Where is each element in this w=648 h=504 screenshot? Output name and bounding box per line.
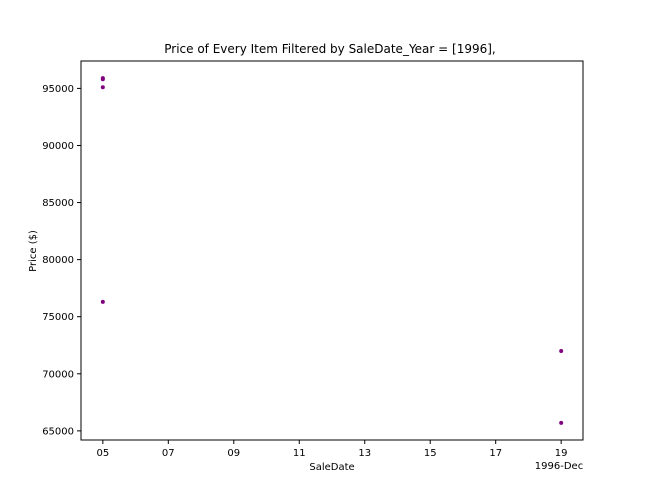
x-tick-label: 15 [424,448,437,459]
x-axis-title: SaleDate [309,462,354,473]
y-axis: 65000 70000 75000 80000 85000 90000 95000 [42,84,81,437]
y-tick-label: 95000 [42,84,74,95]
data-point [100,85,105,90]
x-tick-label: 13 [358,448,371,459]
x-tick-label: 17 [489,448,502,459]
y-tick-label: 80000 [42,255,74,266]
data-point [100,299,105,304]
x-tick-label: 11 [293,448,306,459]
y-tick-label: 85000 [42,198,74,209]
x-tick-label: 07 [162,448,175,459]
y-tick-label: 75000 [42,312,74,323]
chart-title: Price of Every Item Filtered by SaleDate… [164,42,496,56]
y-tick-label: 65000 [42,426,74,437]
plot-frame [80,60,584,441]
x-tick-label: 09 [227,448,240,459]
data-point [559,420,564,425]
data-point [559,348,564,353]
x-tick-label: 05 [96,448,109,459]
y-tick-label: 90000 [42,141,74,152]
data-points [100,76,564,425]
y-tick-label: 70000 [42,369,74,380]
data-point [100,77,105,82]
x-axis: 05 07 09 11 13 15 17 19 [96,440,568,459]
x-tick-label: 19 [555,448,568,459]
x-axis-offset-label: 1996-Dec [535,461,583,472]
y-axis-title: Price ($) [28,230,39,272]
plot-area: 05 07 09 11 13 15 17 19 65000 70000 75000 80000 850… [42,60,584,459]
